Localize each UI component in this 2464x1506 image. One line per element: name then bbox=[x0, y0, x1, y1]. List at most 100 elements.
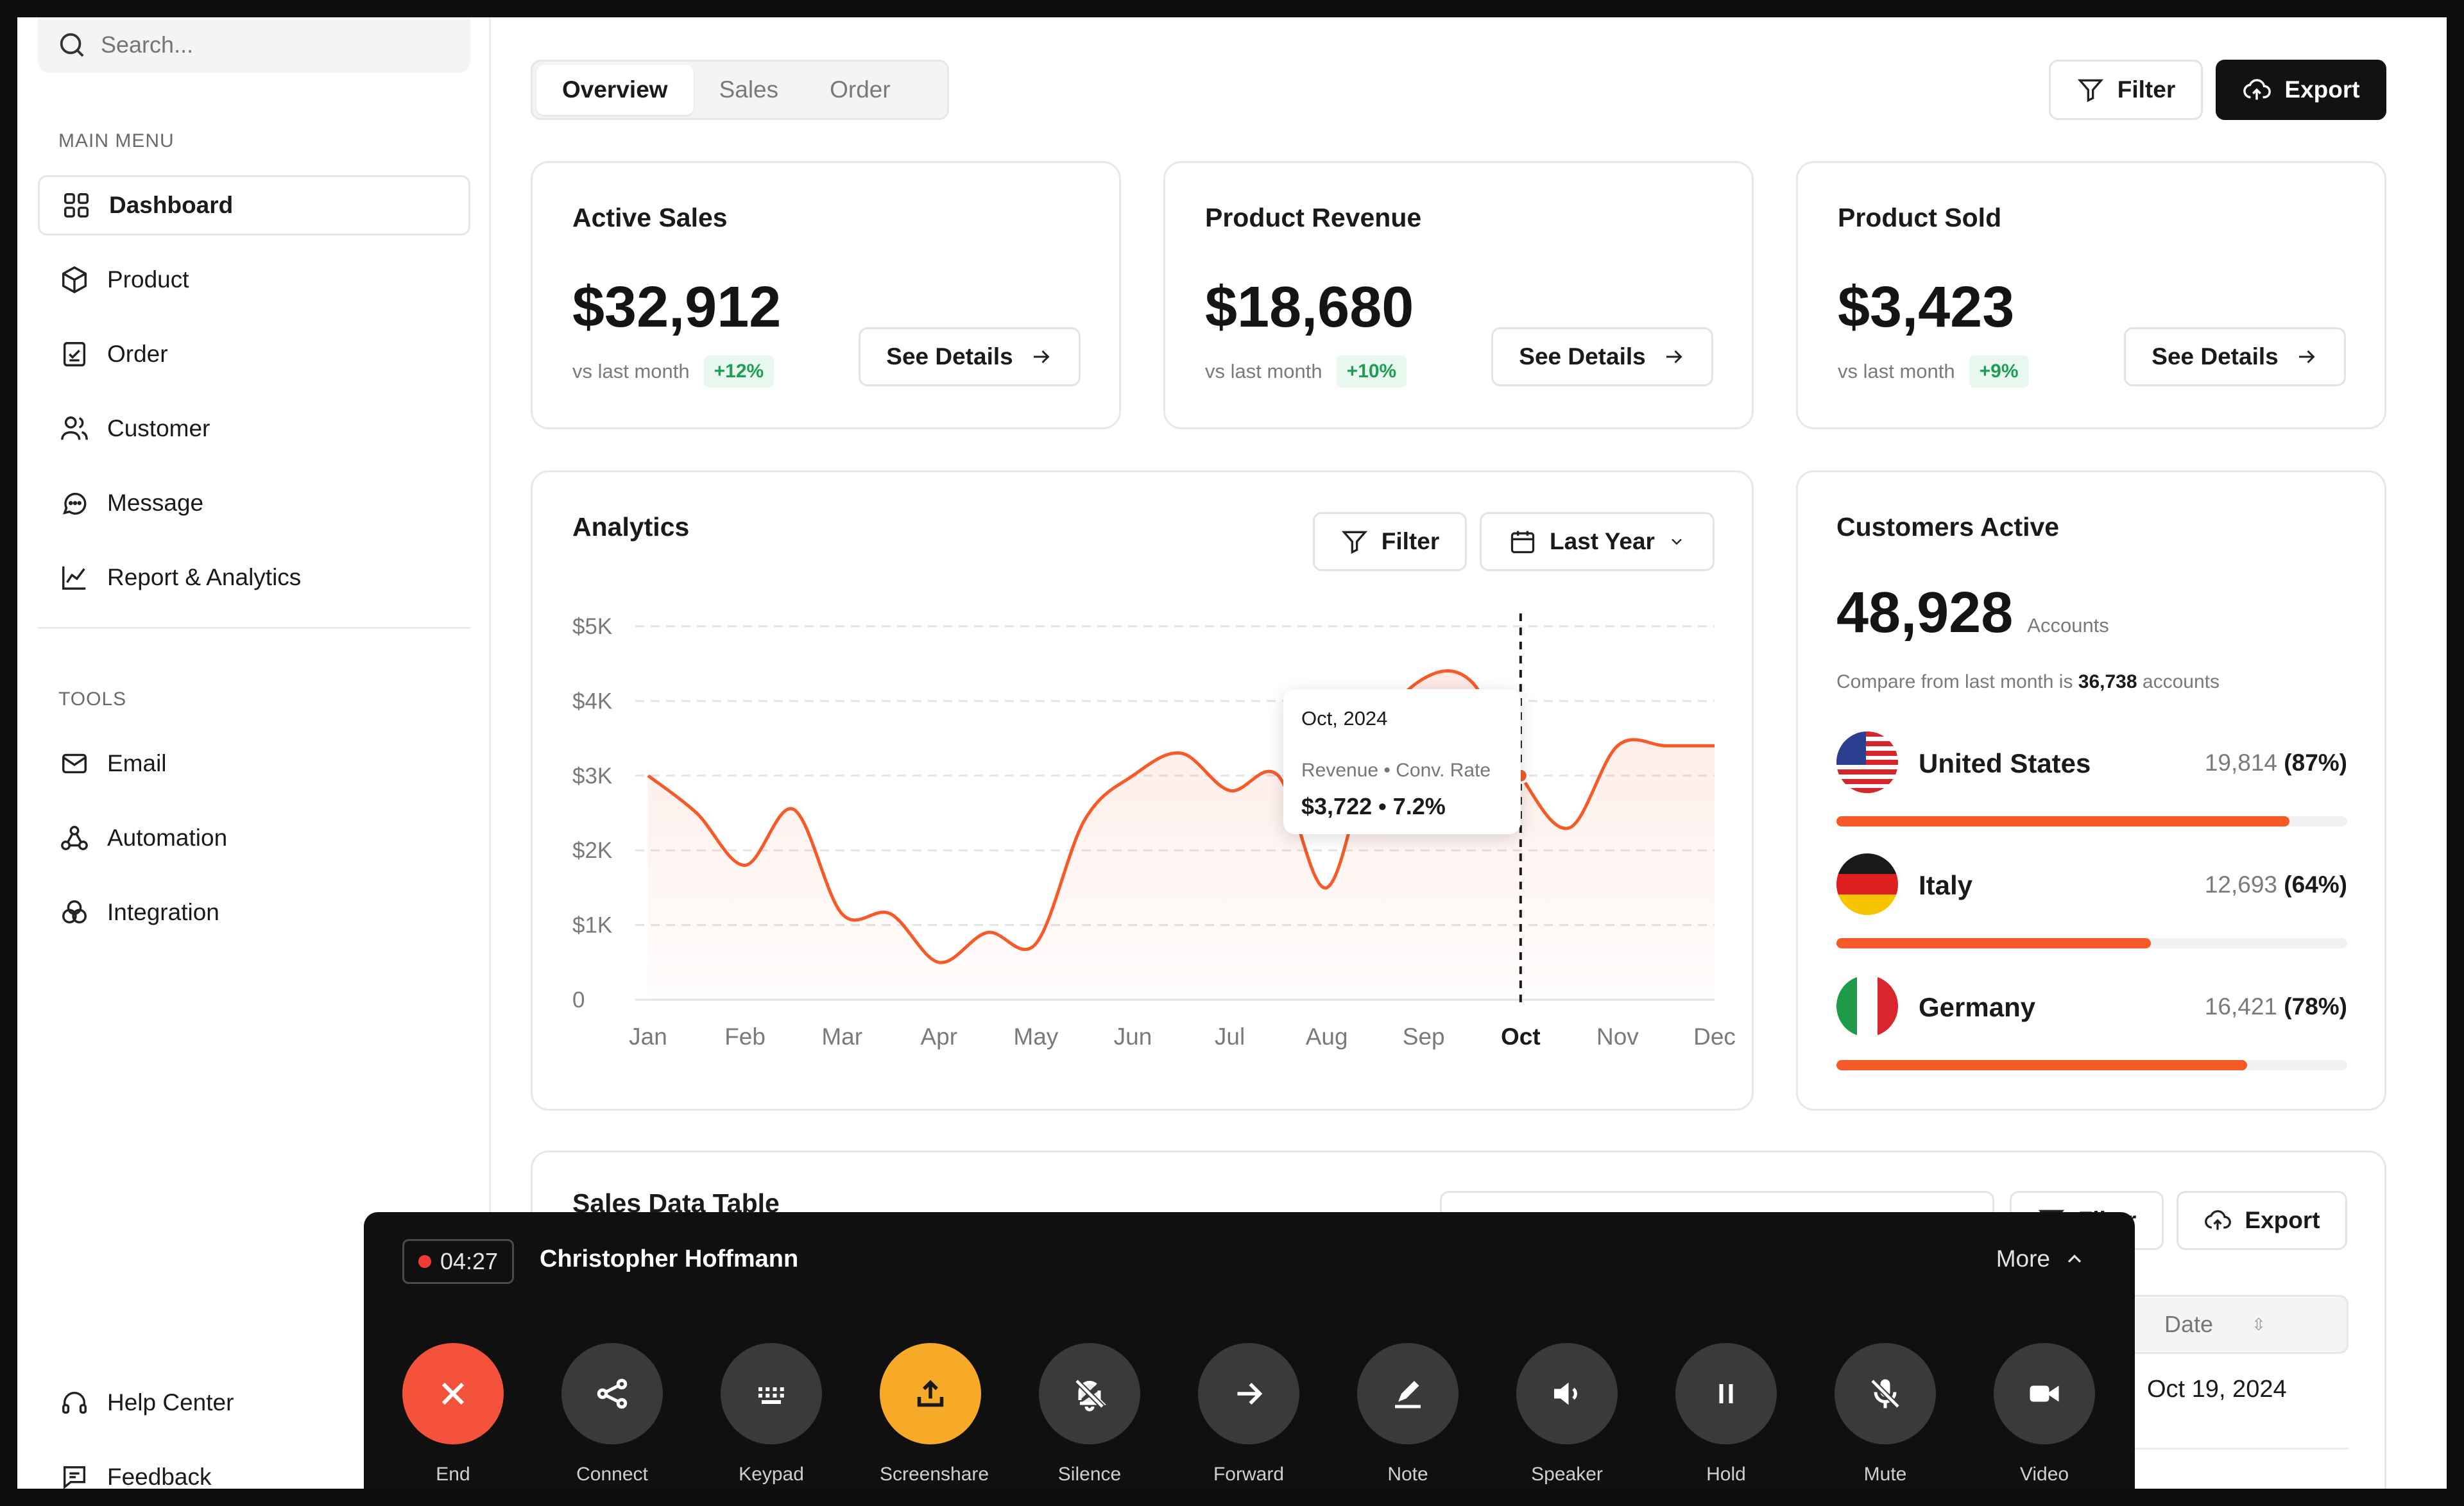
control-label: Mute bbox=[1863, 1464, 1907, 1485]
call-control-keypad[interactable]: Keypad bbox=[721, 1343, 822, 1485]
country-progress bbox=[1836, 816, 2347, 826]
call-control-note[interactable]: Note bbox=[1357, 1343, 1459, 1485]
headset-icon bbox=[58, 1387, 90, 1419]
sidebar-item-email[interactable]: Email bbox=[38, 733, 470, 794]
call-control-video[interactable]: Video bbox=[1994, 1343, 2095, 1485]
x-tick-label: Jul bbox=[1215, 1023, 1245, 1050]
stat-title: Active Sales bbox=[572, 203, 728, 232]
call-control-hold[interactable]: Hold bbox=[1675, 1343, 1777, 1485]
hold-button[interactable] bbox=[1675, 1343, 1777, 1444]
row-date: Oct 19, 2024 bbox=[2147, 1376, 2287, 1403]
customers-value: 48,928 bbox=[1836, 581, 2014, 645]
sidebar-item-feedback[interactable]: Feedback bbox=[38, 1447, 470, 1489]
cloud-upload-icon bbox=[2205, 1210, 2232, 1230]
tab-overview[interactable]: Overview bbox=[536, 65, 694, 115]
analytics-filter-button[interactable]: Filter bbox=[1313, 512, 1467, 571]
call-control-silence[interactable]: Silence bbox=[1039, 1343, 1140, 1485]
sidebar-item-report-analytics[interactable]: Report & Analytics bbox=[38, 547, 470, 608]
speaker-button[interactable] bbox=[1516, 1343, 1618, 1444]
call-control-speaker[interactable]: Speaker bbox=[1516, 1343, 1618, 1485]
sidebar-item-label: Email bbox=[107, 750, 167, 776]
stat-value: $18,680 bbox=[1205, 275, 1414, 339]
stat-value: $32,912 bbox=[572, 275, 782, 339]
call-control-connect[interactable]: Connect bbox=[561, 1343, 663, 1485]
stat-vs-label: vs last month bbox=[1205, 360, 1322, 382]
sort-icon: ⇳ bbox=[2252, 1314, 2266, 1334]
mute-button[interactable] bbox=[1835, 1343, 1936, 1444]
compare-suffix: accounts bbox=[2142, 671, 2220, 692]
keypad-button[interactable] bbox=[721, 1343, 822, 1444]
tooltip-date: Oct, 2024 bbox=[1301, 707, 1388, 730]
box-icon bbox=[58, 264, 90, 296]
sidebar-item-label: Integration bbox=[107, 899, 219, 925]
video-button[interactable] bbox=[1994, 1343, 2095, 1444]
analytics-title: Analytics bbox=[572, 512, 690, 542]
y-tick-label: 0 bbox=[572, 988, 585, 1013]
control-label: Video bbox=[2019, 1464, 2069, 1485]
sidebar-item-automation[interactable]: Automation bbox=[38, 808, 470, 868]
sidebar-item-dashboard[interactable]: Dashboard bbox=[38, 175, 470, 235]
chat-icon bbox=[58, 487, 90, 519]
sidebar-item-label: Report & Analytics bbox=[107, 564, 302, 590]
stat-vs-label: vs last month bbox=[1838, 360, 1955, 382]
customers-title: Customers Active bbox=[1836, 512, 2060, 542]
tab-sales[interactable]: Sales bbox=[719, 76, 779, 103]
export-button[interactable]: Export bbox=[2216, 60, 2386, 120]
sidebar-item-product[interactable]: Product bbox=[38, 250, 470, 310]
arrow-right-icon bbox=[1033, 350, 1050, 364]
search-input[interactable] bbox=[101, 31, 434, 58]
x-tick-label: Nov bbox=[1596, 1023, 1639, 1050]
see-details-button[interactable]: See Details bbox=[2124, 327, 2346, 386]
connect-button[interactable] bbox=[561, 1343, 663, 1444]
change-badge: +10% bbox=[1336, 355, 1407, 388]
control-label: Screenshare bbox=[880, 1464, 989, 1485]
sidebar-item-label: Product bbox=[107, 266, 189, 293]
progress-fill bbox=[1836, 938, 2151, 948]
x-tick-label: May bbox=[1013, 1023, 1058, 1050]
sidebar-item-order[interactable]: Order bbox=[38, 324, 470, 384]
date-header-label: Date bbox=[2164, 1311, 2214, 1337]
see-details-button[interactable]: See Details bbox=[1491, 327, 1713, 386]
sidebar-item-label: Automation bbox=[107, 825, 228, 851]
search-box[interactable] bbox=[38, 17, 470, 73]
note-button[interactable] bbox=[1357, 1343, 1459, 1444]
timer-value: 04:27 bbox=[440, 1248, 499, 1274]
stat-compare: vs last month +12% bbox=[572, 355, 774, 388]
call-control-screenshare[interactable]: Screenshare bbox=[880, 1343, 989, 1485]
end-button[interactable] bbox=[402, 1343, 504, 1444]
sidebar-item-help-center[interactable]: Help Center bbox=[38, 1373, 470, 1433]
period-select[interactable]: Last Year bbox=[1480, 512, 1715, 571]
call-control-end[interactable]: End bbox=[402, 1343, 504, 1485]
chevron-down-icon bbox=[1672, 538, 1682, 545]
sidebar-item-label: Feedback bbox=[107, 1464, 212, 1489]
customers-unit: Accounts bbox=[2027, 614, 2109, 637]
cloud-upload-icon bbox=[2243, 79, 2272, 100]
see-details-button[interactable]: See Details bbox=[859, 327, 1081, 386]
sidebar-item-label: Help Center bbox=[107, 1389, 234, 1416]
line-chart-icon bbox=[58, 561, 90, 594]
customers-active-card: Customers Active 48,928 Accounts Compare… bbox=[1796, 470, 2386, 1111]
tab-order[interactable]: Order bbox=[830, 76, 891, 103]
forward-button[interactable] bbox=[1198, 1343, 1299, 1444]
filter-label: Filter bbox=[2117, 76, 2176, 103]
compare-value: 36,738 bbox=[2078, 671, 2137, 692]
sales-table-export-button[interactable]: Export bbox=[2177, 1191, 2347, 1250]
filter-icon bbox=[1341, 531, 1367, 554]
x-tick-label: Feb bbox=[724, 1023, 766, 1050]
sidebar-divider bbox=[38, 627, 470, 629]
screenshare-button[interactable] bbox=[880, 1343, 981, 1444]
call-control-mute[interactable]: Mute bbox=[1835, 1343, 1936, 1485]
arrow-right-icon bbox=[1237, 1383, 1263, 1405]
sidebar-item-message[interactable]: Message bbox=[38, 473, 470, 533]
more-button[interactable]: More bbox=[1996, 1245, 2086, 1272]
x-tick-label: Jun bbox=[1114, 1023, 1152, 1050]
filter-button[interactable]: Filter bbox=[2049, 60, 2203, 120]
compare-prefix: Compare from last month is bbox=[1836, 671, 2073, 692]
date-column-header[interactable]: Date ⇳ bbox=[2105, 1295, 2348, 1354]
silence-button[interactable] bbox=[1039, 1343, 1140, 1444]
sidebar-item-integration[interactable]: Integration bbox=[38, 882, 470, 943]
call-control-forward[interactable]: Forward bbox=[1198, 1343, 1299, 1485]
sidebar-item-customer[interactable]: Customer bbox=[38, 398, 470, 459]
pencil-icon bbox=[1395, 1381, 1421, 1408]
period-label: Last Year bbox=[1550, 528, 1655, 554]
